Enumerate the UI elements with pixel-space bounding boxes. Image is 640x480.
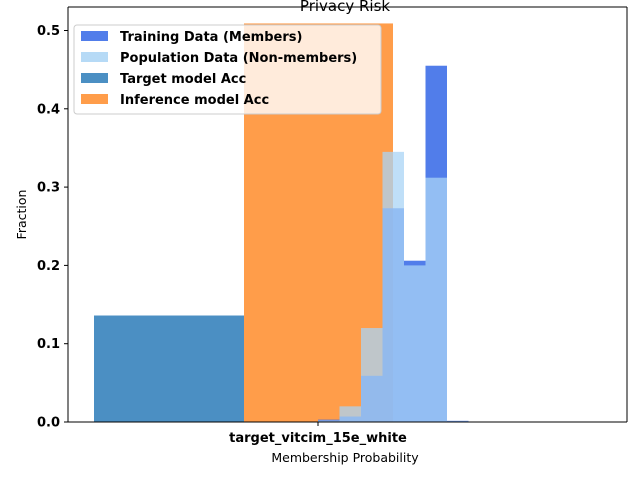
y-tick-label: 0.1 [37, 337, 60, 352]
hist-bar-s2-7 [404, 265, 426, 422]
y-tick-label: 0.0 [37, 416, 60, 431]
y-tick-label: 0.4 [37, 102, 60, 117]
legend-swatch-2 [81, 52, 108, 62]
x-axis-label: Membership Probability [271, 450, 419, 465]
y-axis-label: Fraction [14, 190, 29, 240]
legend: Training Data (Members) Population Data (… [73, 24, 382, 115]
legend-label-2: Population Data (Non-members) [120, 51, 357, 66]
y-tick-label: 0.3 [37, 181, 60, 196]
y-tick-label: 0.5 [37, 24, 60, 39]
y-tick-label: 0.2 [37, 259, 60, 274]
legend-box [73, 24, 382, 115]
legend-label-3: Target model Acc [120, 72, 246, 87]
histogram-bars [318, 65, 469, 423]
summary-bar-1 [94, 315, 244, 422]
hist-bar-s2-4 [339, 406, 361, 422]
x-tick-label: target_vitcim_15e_white [229, 431, 407, 446]
hist-bar-s2-3 [318, 420, 340, 422]
hist-bar-s2-5 [361, 328, 383, 422]
legend-swatch-3 [81, 73, 108, 83]
legend-label-1: Training Data (Members) [120, 30, 302, 45]
hist-bar-s2-8 [425, 177, 447, 422]
hist-bar-s2-6 [382, 151, 404, 422]
legend-swatch-1 [81, 31, 108, 41]
axes: 0.0 0.1 0.2 0.3 0.4 0.5 target_vitcim_15e_whit… [37, 6, 628, 446]
legend-label-4: Inference model Acc [120, 93, 269, 108]
legend-swatch-4 [81, 94, 108, 104]
chart-title: Privacy Risk [300, 0, 390, 15]
